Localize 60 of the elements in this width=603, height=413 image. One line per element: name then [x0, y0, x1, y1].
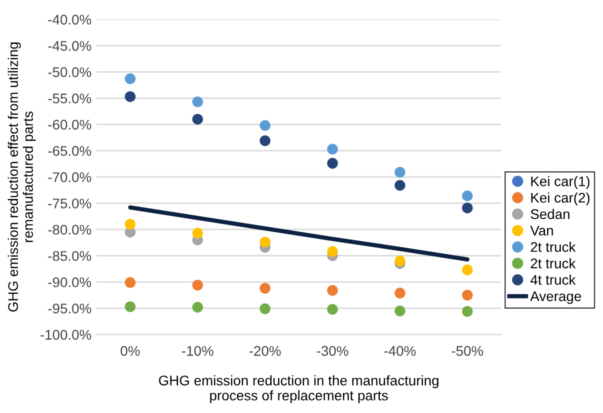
y-tick-label: -70.0% [48, 172, 92, 182]
point [394, 256, 406, 266]
x-tick-label: 0% [120, 346, 140, 356]
point [260, 282, 270, 294]
point [462, 190, 473, 202]
point [192, 114, 204, 125]
point [394, 166, 406, 178]
x-tick-label: -40% [384, 346, 416, 356]
y-tick-label: -90.0% [48, 277, 92, 288]
y-axis-title: GHG emission reduction effect from utilizing remanufactured parts [8, 42, 36, 312]
line-series [128, 205, 470, 262]
point [260, 135, 270, 146]
point [124, 73, 136, 84]
point [462, 306, 473, 317]
y-tick-label: -85.0% [48, 251, 92, 261]
y-tick-label: -75.0% [48, 198, 92, 208]
y-tick-label: -45.0% [48, 41, 92, 51]
point [462, 202, 473, 214]
point [260, 120, 270, 131]
point [192, 302, 204, 313]
y-tick-label: -55.0% [48, 94, 92, 104]
legend-label: Van [530, 226, 553, 236]
point [327, 304, 338, 315]
point [124, 277, 136, 288]
y-tick-label: -40.0% [48, 14, 92, 25]
y-tick-label: -50.0% [48, 67, 92, 78]
x-tick-label: -20% [249, 346, 281, 356]
point [327, 158, 338, 169]
point [462, 264, 473, 276]
point [192, 228, 204, 239]
y-tick-label: -95.0% [48, 304, 92, 314]
x-axis-title: GHG emission reduction in the manufacturing process of replacement parts [158, 375, 438, 404]
point [124, 218, 136, 230]
point [462, 290, 473, 301]
point [394, 306, 406, 316]
y-tick-label: -60.0% [48, 120, 92, 130]
point [124, 301, 136, 312]
point [260, 303, 270, 314]
y-tick-label: -100.0% [40, 330, 92, 340]
legend-label: Average [530, 292, 582, 304]
y-tick-label: -65.0% [48, 146, 92, 156]
point [192, 96, 204, 108]
y-tick-label: -80.0% [48, 224, 92, 235]
point [394, 288, 406, 298]
point [394, 180, 406, 191]
x-tick-label: -10% [182, 346, 214, 356]
point [327, 285, 338, 296]
legend-label: Kei car(2) [531, 192, 590, 206]
point [124, 91, 136, 102]
x-tick-label: -30% [316, 346, 348, 356]
legend-label: 2t truck [530, 258, 576, 268]
legend-label: 4t truck [530, 274, 576, 285]
legend-label: 2t truck [530, 242, 576, 252]
legend-label: Kei car(1) [531, 176, 590, 189]
x-tick-label: -50% [452, 346, 484, 356]
legend-label: Sedan [530, 208, 570, 220]
point [327, 144, 338, 155]
point [260, 236, 270, 248]
point [327, 246, 338, 257]
point [192, 280, 204, 291]
